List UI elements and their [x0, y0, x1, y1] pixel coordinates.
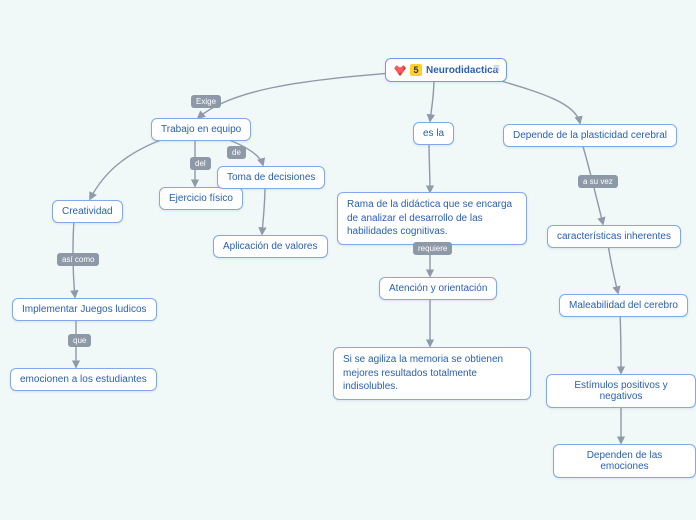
- node-toma-decisiones[interactable]: Toma de decisiones: [217, 166, 325, 189]
- node-rama-didactica[interactable]: Rama de la didáctica que se encarga de a…: [337, 192, 527, 245]
- node-label: características inherentes: [557, 231, 671, 242]
- edge-label-que: que: [68, 334, 91, 347]
- node-label: Maleabilidad del cerebro: [569, 300, 678, 311]
- node-label: Rama de la didáctica que se encarga de a…: [347, 199, 512, 237]
- node-trabajo-en-equipo[interactable]: Trabajo en equipo: [151, 118, 251, 141]
- node-dependen-emociones[interactable]: Dependen de las emociones: [553, 444, 696, 478]
- root-label: Neurodidactica: [426, 65, 498, 76]
- node-label: Si se agiliza la memoria se obtienen mej…: [343, 354, 503, 392]
- edge-label-requiere: requiere: [413, 242, 452, 255]
- edge-label-de: de: [227, 146, 246, 159]
- node-agiliza-memoria[interactable]: Si se agiliza la memoria se obtienen mej…: [333, 347, 531, 400]
- edge-label-asi-como: así como: [57, 253, 99, 266]
- heart-icon: [394, 64, 406, 76]
- node-ejercicio-fisico[interactable]: Ejercicio físico: [159, 187, 243, 210]
- node-maleabilidad[interactable]: Maleabilidad del cerebro: [559, 294, 688, 317]
- node-label: Toma de decisiones: [227, 172, 315, 183]
- node-aplicacion-valores[interactable]: Aplicación de valores: [213, 235, 328, 258]
- node-caracteristicas[interactable]: características inherentes: [547, 225, 681, 248]
- node-label: Implementar Juegos ludicos: [22, 304, 147, 315]
- node-creatividad[interactable]: Creatividad: [52, 200, 123, 223]
- edge-label-del: del: [190, 157, 211, 170]
- mindmap-canvas: 5 Neurodidactica ≡ Trabajo en equipo es …: [0, 0, 696, 520]
- node-label: es la: [423, 128, 444, 139]
- root-menu-icon[interactable]: ≡: [493, 62, 503, 74]
- node-label: Ejercicio físico: [169, 193, 233, 204]
- node-label: Depende de la plasticidad cerebral: [513, 130, 667, 141]
- node-estimulos[interactable]: Estímulos positivos y negativos: [546, 374, 696, 408]
- node-label: Trabajo en equipo: [161, 124, 241, 135]
- node-label: emocionen a los estudiantes: [20, 374, 147, 385]
- node-atencion-orientacion[interactable]: Atención y orientación: [379, 277, 497, 300]
- node-es-la[interactable]: es la: [413, 122, 454, 145]
- edge-label-exige: Exige: [191, 95, 221, 108]
- node-label: Aplicación de valores: [223, 241, 318, 252]
- node-label: Estímulos positivos y negativos: [574, 380, 667, 402]
- node-label: Creatividad: [62, 206, 113, 217]
- edge-label-a-su-vez: a su vez: [578, 175, 618, 188]
- node-label: Dependen de las emociones: [587, 450, 663, 472]
- node-label: Atención y orientación: [389, 283, 487, 294]
- root-node[interactable]: 5 Neurodidactica: [385, 58, 507, 82]
- node-depende-plasticidad[interactable]: Depende de la plasticidad cerebral: [503, 124, 677, 147]
- node-emocionen[interactable]: emocionen a los estudiantes: [10, 368, 157, 391]
- five-icon: 5: [410, 64, 422, 76]
- node-implementar-juegos[interactable]: Implementar Juegos ludicos: [12, 298, 157, 321]
- edges-layer: [0, 0, 696, 520]
